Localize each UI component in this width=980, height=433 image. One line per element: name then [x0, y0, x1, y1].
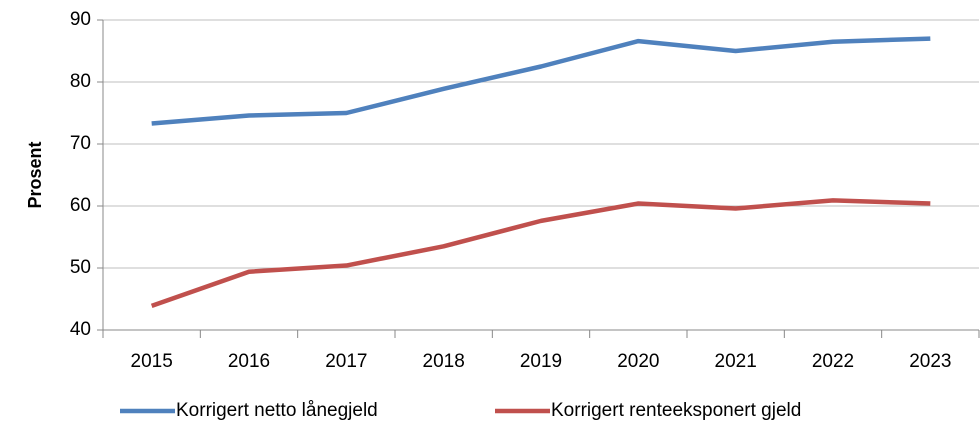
y-tick-label: 70: [70, 133, 91, 154]
x-tick-label: 2023: [909, 351, 951, 372]
series-line: [150, 198, 931, 308]
y-tick-label: 40: [70, 319, 91, 340]
x-tick-label: 2017: [325, 351, 367, 372]
x-tick-label: 2015: [131, 351, 173, 372]
x-tick-label: 2019: [520, 351, 562, 372]
x-tick-label: 2018: [423, 351, 465, 372]
legend-label: Korrigert netto lånegjeld: [176, 400, 378, 421]
series-line: [151, 36, 931, 126]
y-tick-label: 50: [70, 257, 91, 278]
x-tick-label: 2022: [812, 351, 854, 372]
y-tick-label: 90: [70, 9, 91, 30]
y-tick-label: 80: [70, 71, 91, 92]
x-tick-label: 2020: [617, 351, 659, 372]
legend-label: Korrigert renteeksponert gjeld: [551, 400, 801, 421]
x-tick-label: 2016: [228, 351, 270, 372]
y-tick-label: 60: [70, 195, 91, 216]
y-axis-title: Prosent: [25, 141, 45, 208]
x-tick-label: 2021: [715, 351, 757, 372]
